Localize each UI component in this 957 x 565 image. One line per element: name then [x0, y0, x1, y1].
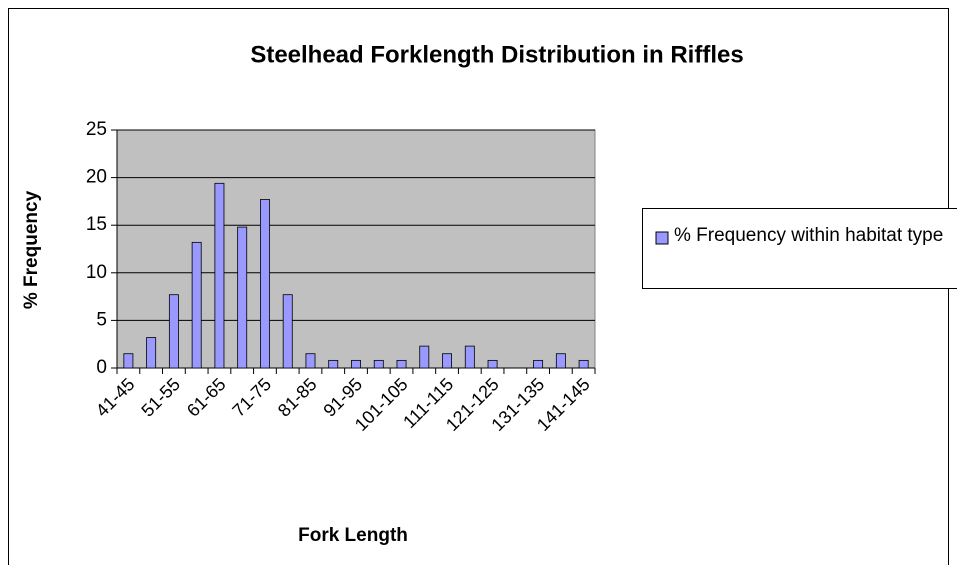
bar [214, 182, 225, 369]
plot-area [116, 129, 596, 369]
bar [464, 345, 475, 369]
bar [168, 294, 179, 369]
bar [328, 359, 339, 369]
bar [259, 199, 270, 369]
x-axis-title: Fork Length [298, 525, 408, 546]
bar [305, 353, 316, 369]
y-tick-label: 10 [86, 262, 107, 283]
y-tick-label: 20 [86, 167, 107, 188]
bar [123, 353, 134, 369]
legend-box [642, 208, 957, 289]
bar [487, 359, 498, 369]
y-tick-label: 25 [86, 119, 107, 140]
y-tick-label: 5 [96, 309, 107, 330]
bar [191, 241, 202, 369]
bar [237, 226, 248, 369]
bar [396, 359, 407, 369]
bar [351, 359, 361, 369]
bar [555, 353, 566, 369]
bar [578, 359, 589, 369]
y-axis-title: % Frequency [21, 190, 42, 309]
y-tick-label: 15 [86, 214, 107, 235]
y-tick-label: 0 [96, 357, 107, 378]
bar [419, 345, 430, 369]
bar [373, 359, 384, 369]
legend-swatch [655, 231, 669, 245]
bar [146, 337, 157, 369]
legend-label: % Frequency within habitat type [674, 225, 944, 246]
legend-entry-box: % Frequency within habitat type [674, 225, 944, 246]
bar [282, 294, 293, 369]
bar [442, 353, 453, 369]
bar [533, 359, 544, 369]
chart-title: Steelhead Forklength Distribution in Rif… [250, 41, 743, 68]
